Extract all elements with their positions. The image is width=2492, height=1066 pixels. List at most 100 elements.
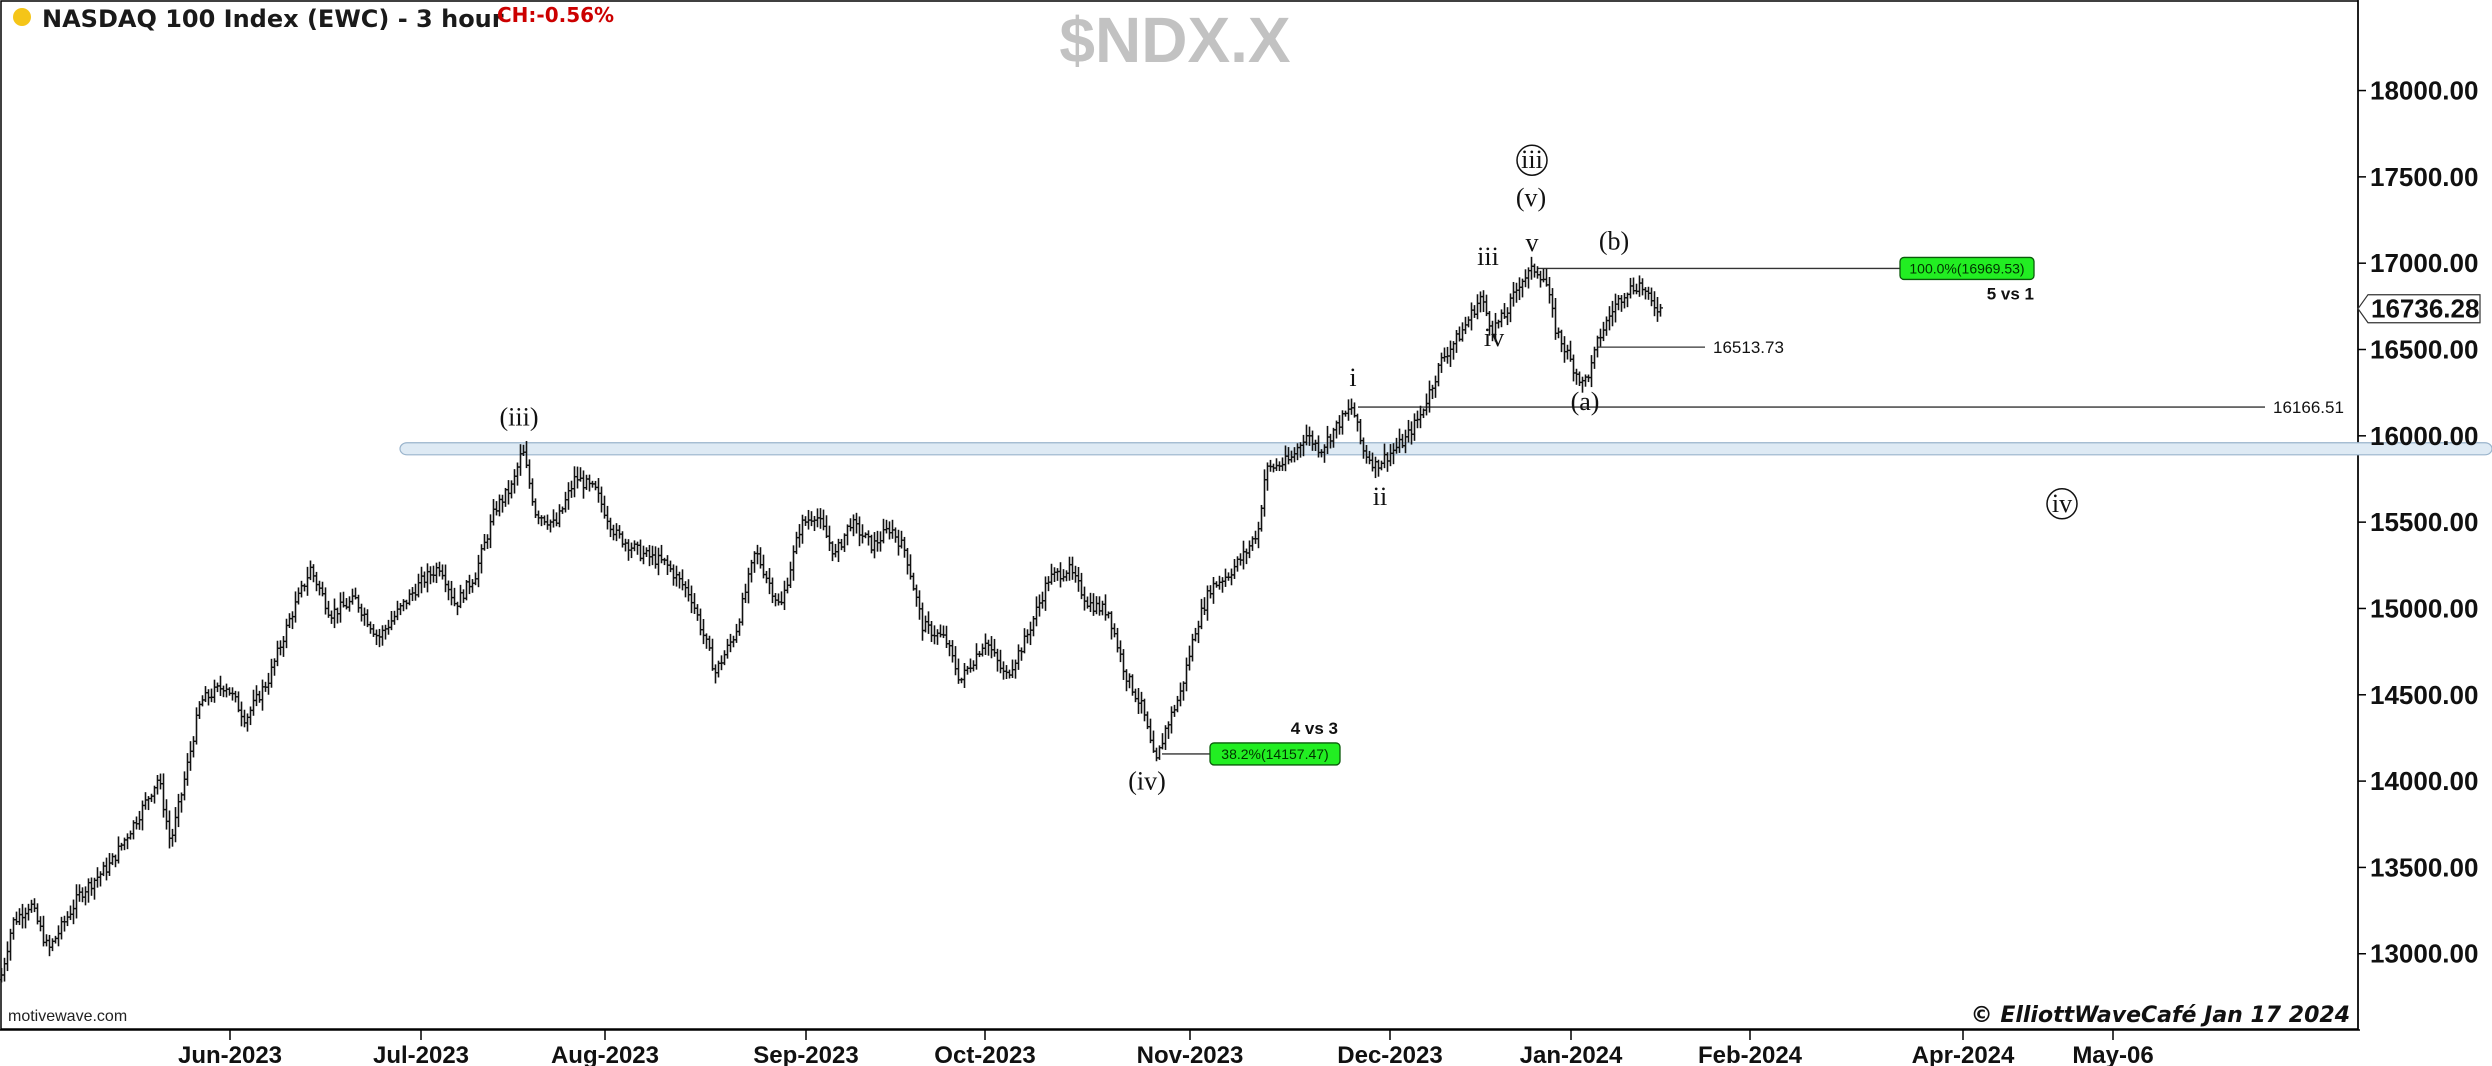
wave-label: (b): [1599, 226, 1629, 255]
ohlc-bar: [500, 494, 505, 513]
ohlc-bar: [209, 688, 214, 703]
ohlc-bar: [1061, 569, 1066, 582]
ohlc-bar: [830, 541, 835, 562]
ohlc-bar: [731, 635, 736, 648]
ohlc-bar: [950, 640, 955, 663]
ohlc-bar: [914, 584, 919, 607]
ohlc-bar: [512, 469, 517, 494]
ohlc-bar: [563, 491, 568, 513]
ohlc-bar: [1058, 562, 1063, 588]
ohlc-bar: [1214, 581, 1219, 588]
plot-frame: [0, 0, 2359, 1030]
ohlc-bar: [1412, 413, 1417, 441]
ohlc-bar: [1019, 647, 1024, 661]
ohlc-bar: [1568, 340, 1573, 362]
ohlc-bar: [425, 563, 430, 593]
ohlc-bar: [446, 580, 451, 601]
wave-label: v: [1526, 228, 1539, 257]
ohlc-bar: [1337, 415, 1342, 435]
ohlc-bar: [1175, 695, 1180, 713]
ohlc-bar: [1643, 287, 1648, 300]
ohlc-bar: [1427, 380, 1432, 413]
ohlc-bar: [269, 658, 274, 688]
fib-target-box: 38.2%(14157.47) 4 vs 3: [1209, 719, 1341, 766]
ohlc-bar: [833, 543, 838, 558]
ohlc-bar: [794, 531, 799, 555]
price-level-label: 16513.73: [1713, 338, 1784, 357]
ohlc-bar: [212, 679, 217, 703]
ohlc-bar: [455, 601, 460, 616]
ohlc-bar: [941, 625, 946, 639]
ohlc-bar: [314, 571, 319, 592]
wave-label-text: iv: [2052, 489, 2072, 518]
ohlc-bar: [728, 633, 733, 653]
x-axis-ticks: Jun-2023 Jul-2023 Aug-2023 Sep-2023 Oct-2023…: [178, 1030, 2154, 1066]
x-tick-label: Nov-2023: [1137, 1042, 1244, 1066]
ohlc-bar: [443, 564, 448, 593]
ohlc-bar: [1634, 283, 1639, 295]
x-tick-label: Sep-2023: [753, 1042, 858, 1066]
wave-label: (iii): [500, 402, 539, 431]
ohlc-bar: [992, 638, 997, 657]
fib-target-label: 100.0%(16969.53): [1909, 260, 2024, 276]
ohlc-bar: [77, 884, 82, 902]
ohlc-bar: [938, 624, 943, 638]
ohlc-bar: [53, 935, 58, 944]
ohlc-bar: [632, 540, 637, 552]
ohlc-bar: [1169, 706, 1174, 734]
ohlc-bar: [506, 480, 511, 505]
ohlc-bar: [1577, 371, 1582, 387]
ohlc-bar: [1028, 621, 1033, 646]
ohlc-bar: [437, 561, 442, 577]
ohlc-bar: [1640, 278, 1645, 296]
fib-caption: 4 vs 3: [1291, 719, 1338, 738]
ohlc-bar: [128, 830, 133, 840]
ohlc-bar: [305, 566, 310, 596]
ohlc-bar: [755, 544, 760, 565]
ohlc-bar: [1022, 628, 1027, 654]
ohlc-bar: [2, 957, 7, 982]
wave-label-text: (iii): [500, 402, 539, 431]
ohlc-bar: [332, 598, 337, 629]
ohlc-bar: [1541, 268, 1546, 283]
ohlc-bar: [323, 587, 328, 615]
ohlc-bar: [875, 530, 880, 552]
ohlc-bar: [143, 792, 148, 810]
ohlc-bar: [335, 607, 340, 624]
ohlc-bar: [1610, 300, 1615, 327]
ohlc-bar: [635, 541, 640, 555]
wave-label: iii: [1477, 242, 1499, 271]
ohlc-bar: [686, 579, 691, 602]
ohlc-bar: [1601, 321, 1606, 342]
ohlc-bar: [434, 562, 439, 584]
ohlc-bar: [962, 662, 967, 688]
ohlc-bar: [917, 590, 922, 620]
ohlc-bar: [245, 713, 250, 732]
x-tick-label: Dec-2023: [1337, 1042, 1442, 1066]
ohlc-bar: [293, 591, 298, 623]
ohlc-bar: [161, 773, 166, 818]
ohlc-bar: [1097, 596, 1102, 616]
ohlc-bar: [866, 530, 871, 546]
ohlc-bar: [89, 877, 94, 896]
ohlc-bar: [1622, 292, 1627, 309]
ohlc-bar: [59, 916, 64, 940]
ohlc-bar: [251, 689, 256, 716]
ohlc-bar: [68, 905, 73, 921]
wave-label-text: (iv): [1128, 767, 1166, 796]
ohlc-bar: [1232, 558, 1237, 579]
ohlc-bar: [182, 771, 187, 801]
y-tick-label: 15500.00: [2370, 507, 2478, 537]
ohlc-bar: [842, 533, 847, 552]
ohlc-bar: [1211, 577, 1216, 604]
ohlc-bar: [1202, 597, 1207, 615]
ohlc-bar: [902, 536, 907, 558]
ohlc-bar: [440, 564, 445, 580]
ohlc-bar: [905, 547, 910, 575]
x-tick-label: Oct-2023: [934, 1042, 1035, 1066]
ohlc-bar: [1607, 306, 1612, 331]
ohlc-bar: [1409, 421, 1414, 445]
ohlc-bar: [752, 551, 757, 573]
ohlc-bar: [410, 587, 415, 602]
ohlc-bar: [743, 583, 748, 603]
